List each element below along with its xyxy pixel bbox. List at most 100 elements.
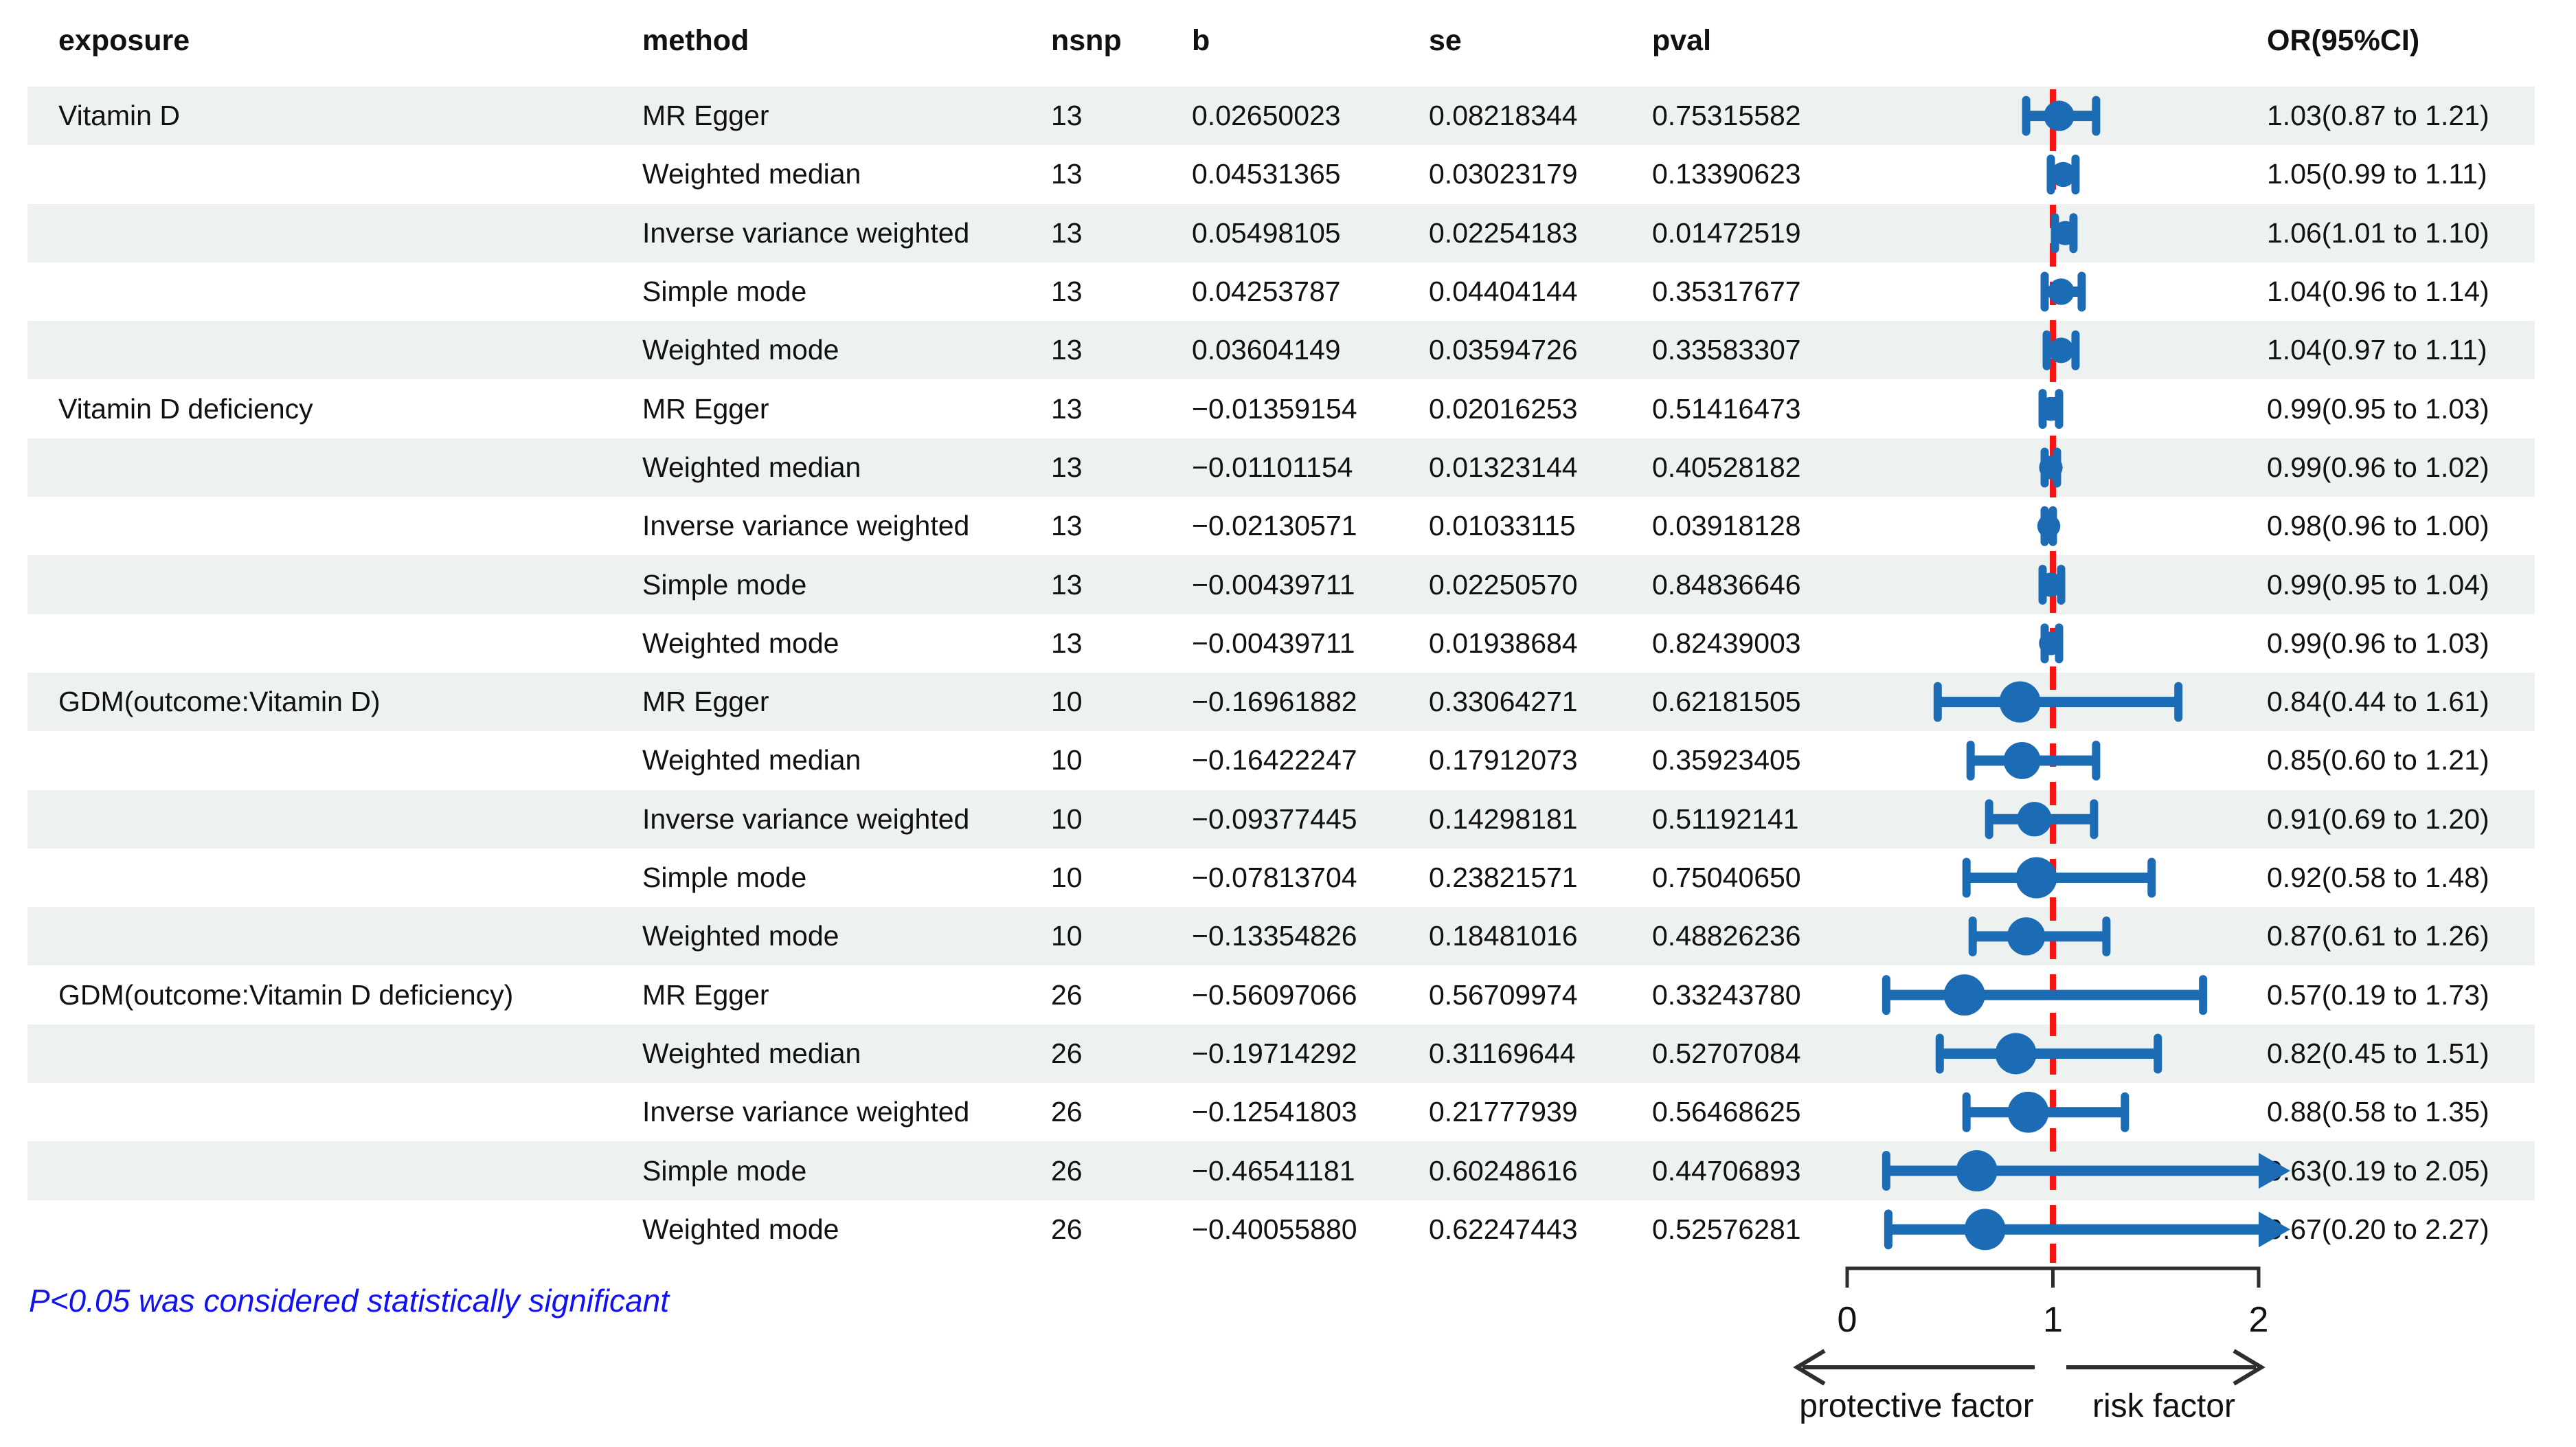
table-row: Inverse variance weighted 13 0.05498105 0.0…: [0, 203, 2576, 262]
cell-or-ci: 1.06(1.01 to 1.10): [2267, 216, 2489, 249]
cell-method: Weighted median: [642, 451, 861, 483]
cell-method: MR Egger: [642, 100, 769, 132]
cell-b: 0.04253787: [1192, 276, 1341, 308]
cell-pval: 0.35923405: [1652, 744, 1801, 776]
table-row: Simple mode 10 −0.07813704 0.23821571 0.7504…: [0, 849, 2576, 907]
table-row: Weighted mode 13 0.03604149 0.03594726 0.335…: [0, 321, 2576, 380]
cell-se: 0.04404144: [1429, 276, 1578, 308]
cell-method: MR Egger: [642, 686, 769, 718]
header-method: method: [642, 23, 749, 57]
cell-b: −0.16961882: [1192, 686, 1357, 718]
cell-nsnp: 13: [1051, 158, 1083, 190]
table-row: Simple mode 13 0.04253787 0.04404144 0.35317…: [0, 262, 2576, 321]
cell-nsnp: 13: [1051, 100, 1083, 132]
cell-b: 0.02650023: [1192, 100, 1341, 132]
cell-method: Weighted mode: [642, 1213, 839, 1245]
header-pval: pval: [1652, 23, 1712, 57]
cell-method: Simple mode: [642, 568, 807, 601]
table-row: Vitamin D MR Egger 13 0.02650023 0.08218344 0…: [0, 87, 2576, 146]
table-row: Weighted mode 10 −0.13354826 0.18481016 0.48…: [0, 907, 2576, 966]
cell-se: 0.21777939: [1429, 1096, 1578, 1128]
cell-se: 0.02250570: [1429, 568, 1578, 601]
cell-exposure: Vitamin D: [58, 100, 180, 132]
cell-b: −0.46541181: [1192, 1154, 1355, 1187]
table-row: Weighted median 10 −0.16422247 0.17912073 0.…: [0, 731, 2576, 789]
cell-or-ci: 0.99(0.96 to 1.02): [2267, 451, 2489, 483]
cell-or-ci: 0.84(0.44 to 1.61): [2267, 686, 2489, 718]
cell-pval: 0.52707084: [1652, 1037, 1801, 1069]
row-stripe: [27, 438, 2535, 497]
cell-or-ci: 0.57(0.19 to 1.73): [2267, 978, 2489, 1011]
cell-method: Weighted mode: [642, 334, 839, 366]
row-stripe: [27, 87, 2535, 146]
cell-or-ci: 1.04(0.96 to 1.14): [2267, 276, 2489, 308]
cell-se: 0.23821571: [1429, 862, 1578, 894]
table-row: GDM(outcome:Vitamin D) MR Egger 10 −0.16961…: [0, 673, 2576, 732]
cell-nsnp: 26: [1051, 1037, 1083, 1069]
cell-pval: 0.48826236: [1652, 920, 1801, 952]
cell-se: 0.02016253: [1429, 392, 1578, 425]
cell-se: 0.56709974: [1429, 978, 1578, 1011]
cell-se: 0.18481016: [1429, 920, 1578, 952]
cell-b: −0.00439711: [1192, 568, 1355, 601]
cell-b: −0.00439711: [1192, 627, 1355, 659]
header-nsnp: nsnp: [1051, 23, 1122, 57]
cell-pval: 0.75315582: [1652, 100, 1801, 132]
cell-or-ci: 1.05(0.99 to 1.11): [2267, 158, 2487, 190]
cell-b: −0.40055880: [1192, 1213, 1357, 1245]
cell-b: −0.09377445: [1192, 803, 1357, 835]
cell-or-ci: 0.87(0.61 to 1.26): [2267, 920, 2489, 952]
header-exposure: exposure: [58, 23, 190, 57]
cell-or-ci: 0.99(0.96 to 1.03): [2267, 627, 2489, 659]
cell-pval: 0.51416473: [1652, 392, 1801, 425]
cell-nsnp: 26: [1051, 1154, 1083, 1187]
row-stripe: [27, 203, 2535, 262]
cell-method: Inverse variance weighted: [642, 803, 970, 835]
cell-method: Inverse variance weighted: [642, 1096, 970, 1128]
cell-nsnp: 26: [1051, 978, 1083, 1011]
cell-nsnp: 10: [1051, 803, 1083, 835]
table-row: Weighted median 26 −0.19714292 0.31169644 0.…: [0, 1024, 2576, 1084]
cell-method: Weighted median: [642, 744, 861, 776]
row-stripe: [27, 555, 2535, 614]
cell-pval: 0.33583307: [1652, 334, 1801, 366]
cell-b: 0.04531365: [1192, 158, 1341, 190]
cell-or-ci: 0.98(0.96 to 1.00): [2267, 510, 2489, 542]
cell-b: −0.07813704: [1192, 862, 1357, 894]
cell-or-ci: 0.92(0.58 to 1.48): [2267, 862, 2489, 894]
cell-method: Inverse variance weighted: [642, 216, 970, 249]
cell-exposure: GDM(outcome:Vitamin D deficiency): [58, 978, 514, 1011]
cell-method: Weighted mode: [642, 627, 839, 659]
cell-method: Inverse variance weighted: [642, 510, 970, 542]
cell-nsnp: 13: [1051, 392, 1083, 425]
header-se: se: [1429, 23, 1462, 57]
cell-nsnp: 10: [1051, 686, 1083, 718]
table-row: GDM(outcome:Vitamin D deficiency) MR Egge…: [0, 966, 2576, 1024]
significance-note: P<0.05 was considered statistically sign…: [29, 1283, 669, 1319]
cell-b: −0.02130571: [1192, 510, 1357, 542]
cell-b: −0.01359154: [1192, 392, 1357, 425]
cell-se: 0.03023179: [1429, 158, 1578, 190]
cell-pval: 0.62181505: [1652, 686, 1801, 718]
cell-method: MR Egger: [642, 392, 769, 425]
cell-or-ci: 0.82(0.45 to 1.51): [2267, 1037, 2489, 1069]
table-row: Weighted mode 26 −0.40055880 0.62247443 0.52…: [0, 1200, 2576, 1259]
cell-method: MR Egger: [642, 978, 769, 1011]
cell-se: 0.01938684: [1429, 627, 1578, 659]
cell-b: 0.05498105: [1192, 216, 1341, 249]
cell-exposure: GDM(outcome:Vitamin D): [58, 686, 381, 718]
cell-b: −0.12541803: [1192, 1096, 1357, 1128]
cell-se: 0.01323144: [1429, 451, 1578, 483]
cell-or-ci: 0.91(0.69 to 1.20): [2267, 803, 2489, 835]
cell-or-ci: 0.85(0.60 to 1.21): [2267, 744, 2489, 776]
table-row: Weighted mode 13 −0.00439711 0.01938684 0.82…: [0, 614, 2576, 673]
cell-b: 0.03604149: [1192, 334, 1341, 366]
table-row: Weighted median 13 −0.01101154 0.01323144 0.…: [0, 438, 2576, 497]
table-row: Inverse variance weighted 26 −0.12541803 0.…: [0, 1083, 2576, 1141]
cell-se: 0.14298181: [1429, 803, 1578, 835]
row-stripe: [27, 789, 2535, 849]
table-row: Inverse variance weighted 13 −0.02130571 0.…: [0, 497, 2576, 555]
cell-b: −0.16422247: [1192, 744, 1357, 776]
